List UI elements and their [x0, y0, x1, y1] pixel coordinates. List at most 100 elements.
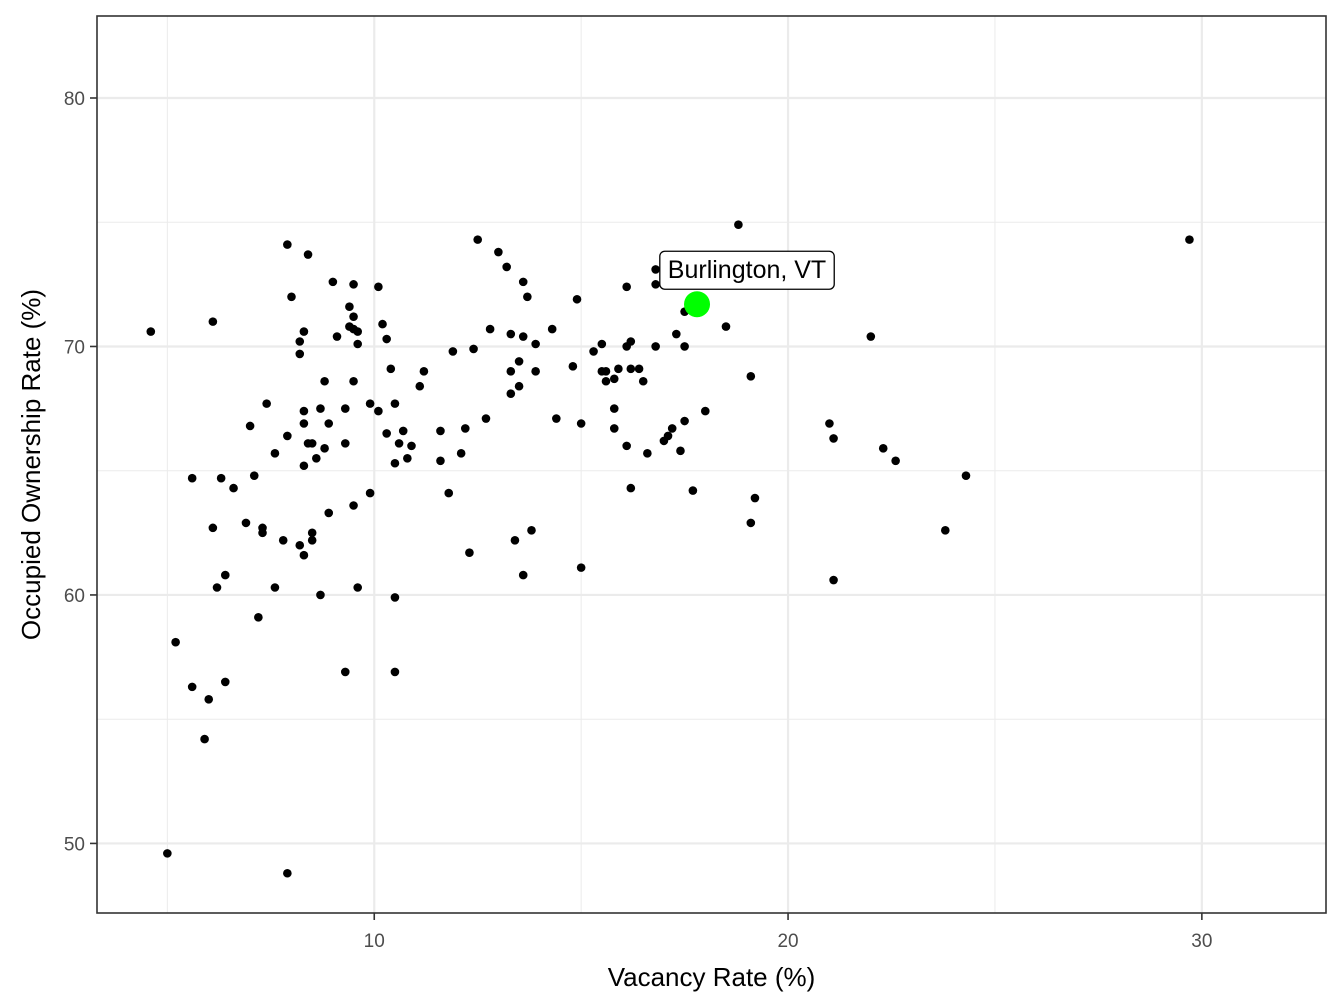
data-point — [216, 473, 226, 483]
data-point — [473, 235, 483, 244]
data-point — [552, 414, 561, 423]
data-point — [345, 302, 354, 312]
data-point — [502, 262, 511, 272]
data-point — [220, 677, 230, 687]
data-point — [866, 332, 876, 341]
data-point — [518, 570, 528, 580]
data-point — [527, 526, 536, 535]
data-point — [340, 404, 350, 413]
data-point — [485, 324, 495, 334]
data-point — [651, 280, 660, 289]
data-point — [523, 292, 532, 302]
axis-ticks — [90, 97, 1203, 920]
data-point — [663, 431, 673, 441]
data-point — [303, 250, 313, 259]
data-point — [283, 431, 292, 441]
data-point — [746, 518, 756, 528]
data-point — [576, 563, 586, 572]
data-point — [307, 528, 317, 538]
data-point — [460, 424, 470, 433]
data-point — [436, 456, 445, 466]
data-point — [651, 265, 660, 274]
data-point — [601, 367, 611, 376]
data-point — [299, 550, 309, 560]
data-point — [340, 439, 350, 448]
data-point — [626, 483, 636, 493]
data-point — [622, 282, 631, 292]
data-point — [295, 337, 305, 346]
data-point — [299, 327, 309, 336]
data-point — [456, 449, 466, 458]
data-point — [750, 493, 760, 503]
y-tick-label: 80 — [64, 89, 85, 110]
data-points — [146, 220, 1194, 878]
data-point — [386, 364, 396, 374]
data-point — [394, 439, 404, 448]
data-point — [518, 277, 528, 287]
data-point — [1185, 235, 1194, 244]
data-point — [307, 439, 317, 448]
panel-border — [96, 15, 1327, 914]
data-point — [353, 583, 362, 592]
data-point — [518, 332, 528, 341]
data-point — [204, 695, 214, 704]
data-point — [270, 449, 280, 458]
data-point — [676, 446, 685, 456]
highlight-label-box — [659, 250, 835, 290]
data-point — [597, 339, 607, 349]
data-point — [320, 444, 329, 453]
data-point — [241, 518, 251, 528]
data-point — [601, 376, 611, 386]
data-point — [245, 421, 255, 431]
data-point — [270, 583, 280, 592]
data-point — [651, 342, 660, 351]
data-point — [365, 399, 375, 408]
data-point — [374, 406, 383, 416]
data-point — [378, 319, 387, 329]
data-point — [514, 357, 524, 366]
x-tick-label: 30 — [1191, 931, 1212, 952]
data-point — [163, 849, 172, 858]
data-point — [878, 444, 888, 453]
data-point — [609, 404, 619, 413]
data-point — [531, 339, 540, 349]
data-point — [576, 419, 586, 428]
data-point — [340, 667, 350, 677]
y-tick-label: 50 — [64, 834, 85, 855]
data-point — [891, 456, 900, 466]
data-point — [494, 247, 503, 257]
data-point — [547, 324, 557, 334]
data-point — [721, 322, 731, 331]
x-tick-label: 20 — [777, 931, 798, 952]
data-point — [353, 327, 362, 336]
data-point — [469, 344, 478, 354]
highlight-label: Burlington, VT — [668, 256, 826, 284]
data-point — [419, 367, 429, 376]
data-point — [365, 488, 375, 498]
data-point — [609, 424, 619, 433]
data-point — [734, 220, 743, 230]
data-point — [444, 488, 454, 498]
data-point — [506, 389, 516, 398]
data-point — [448, 347, 458, 356]
data-point — [390, 667, 400, 677]
highlight-group: Burlington, VT — [659, 250, 835, 318]
data-point — [514, 381, 524, 391]
data-point — [572, 294, 582, 304]
data-point — [283, 868, 292, 878]
data-point — [353, 339, 362, 349]
data-point — [283, 240, 292, 249]
data-point — [688, 486, 698, 495]
data-point — [278, 535, 288, 545]
data-point — [940, 526, 950, 535]
data-point — [531, 367, 540, 376]
data-point — [258, 523, 267, 533]
data-point — [626, 364, 636, 374]
data-point — [680, 342, 689, 351]
data-point — [212, 583, 222, 592]
data-point — [299, 419, 309, 428]
data-point — [295, 540, 305, 550]
data-point — [295, 349, 305, 359]
data-point — [390, 458, 400, 468]
